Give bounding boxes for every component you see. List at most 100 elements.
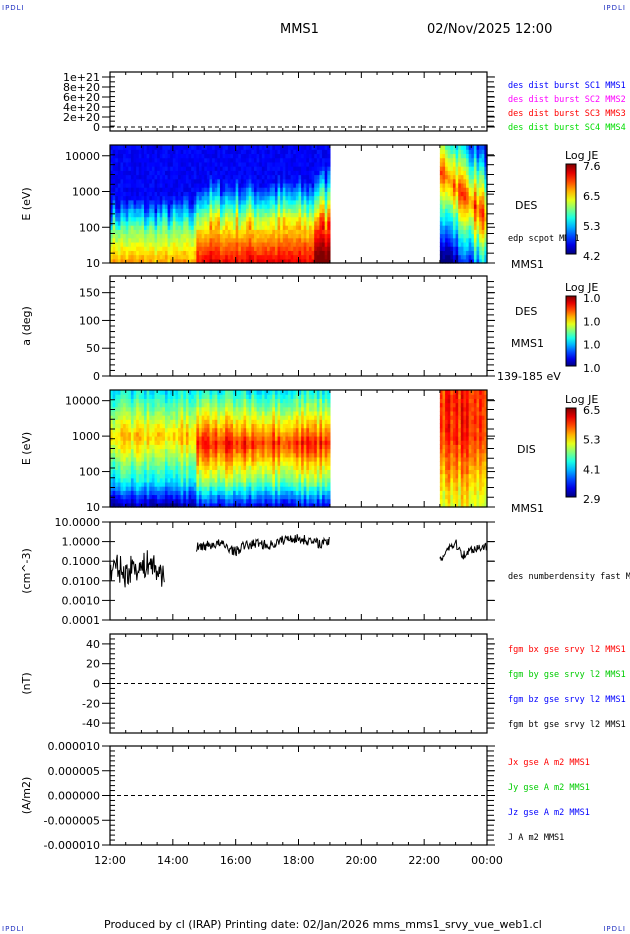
spectrogram-cell bbox=[316, 191, 321, 197]
spectrogram-cell bbox=[235, 258, 239, 264]
spectrogram-cell bbox=[151, 182, 156, 188]
spectrogram-cell bbox=[282, 486, 287, 491]
spectrogram-cell bbox=[267, 502, 271, 508]
spectrogram-cell bbox=[473, 208, 478, 214]
spectrogram-cell bbox=[193, 145, 197, 150]
spectrogram-cell bbox=[144, 465, 148, 470]
spectrogram-cell bbox=[471, 225, 475, 230]
spectrogram-cell bbox=[225, 145, 229, 150]
spectrogram-cell bbox=[308, 195, 313, 201]
spectrogram-cell bbox=[117, 161, 122, 167]
spectrogram-cell bbox=[481, 241, 485, 247]
spectrogram-cell bbox=[199, 502, 203, 508]
spectrogram-cell bbox=[175, 452, 179, 458]
spectrogram-cell bbox=[298, 170, 302, 176]
spectrogram-cell bbox=[191, 199, 195, 205]
spectrogram-cell bbox=[206, 490, 211, 496]
spectrogram-cell bbox=[125, 229, 129, 235]
spectrogram-cell bbox=[484, 195, 488, 201]
spectrogram-cell bbox=[251, 153, 255, 159]
spectrogram-cell bbox=[180, 149, 184, 155]
spectrogram-cell bbox=[238, 199, 242, 205]
spectrogram-cell bbox=[308, 182, 313, 188]
spectrogram-cell bbox=[204, 498, 208, 504]
spectrogram-cell bbox=[110, 233, 114, 239]
spectrogram-cell bbox=[243, 469, 247, 475]
spectrogram-cell bbox=[269, 452, 273, 458]
spectrogram-cell bbox=[164, 182, 169, 188]
spectrogram-cell bbox=[175, 473, 179, 479]
spectrogram-cell bbox=[314, 161, 318, 167]
spectrogram-cell bbox=[172, 490, 177, 496]
spectrogram-cell bbox=[120, 440, 124, 445]
spectrogram-cell bbox=[225, 254, 229, 260]
spectrogram-cell bbox=[214, 174, 218, 180]
spectrogram-cell bbox=[261, 410, 266, 416]
spectrogram-cell bbox=[136, 469, 140, 475]
spectrogram-cell bbox=[253, 250, 258, 256]
spectrogram-cell bbox=[222, 220, 226, 226]
spectrogram-cell bbox=[167, 423, 171, 429]
spectrogram-cell bbox=[162, 254, 166, 260]
spectrogram-cell bbox=[219, 410, 224, 416]
spectrogram-cell bbox=[280, 220, 284, 226]
spectrogram-cell bbox=[473, 216, 478, 222]
spectrogram-cell bbox=[204, 225, 208, 230]
spectrogram-cell bbox=[246, 145, 250, 150]
spectrogram-cell bbox=[204, 153, 208, 159]
spectrogram-cell bbox=[162, 182, 166, 188]
spectrogram-cell bbox=[248, 498, 252, 504]
spectrogram-cell bbox=[159, 473, 163, 479]
spectrogram-cell bbox=[272, 477, 276, 483]
spectrogram-cell bbox=[191, 178, 195, 184]
spectrogram-cell bbox=[144, 258, 148, 264]
spectrogram-cell bbox=[308, 204, 313, 209]
spectrogram-cell bbox=[110, 456, 114, 462]
spectrogram-cell bbox=[141, 191, 145, 197]
spectrogram-cell bbox=[253, 402, 258, 408]
spectrogram-cell bbox=[180, 199, 184, 205]
spectrogram-cell bbox=[162, 456, 166, 462]
spectrogram-cell bbox=[327, 174, 331, 180]
spectrogram-cell bbox=[481, 170, 485, 176]
spectrogram-cell bbox=[219, 502, 224, 508]
spectrogram-cell bbox=[439, 216, 444, 222]
spectrogram-cell bbox=[157, 490, 161, 496]
spectrogram-cell bbox=[233, 502, 237, 508]
spectrogram-cell bbox=[149, 191, 153, 197]
spectrogram-cell bbox=[141, 250, 145, 256]
spectrogram-cell bbox=[227, 220, 232, 226]
spectrogram-cell bbox=[188, 423, 192, 429]
spectrogram-cell bbox=[146, 220, 150, 226]
spectrogram-cell bbox=[246, 456, 250, 462]
spectrogram-cell bbox=[264, 452, 268, 458]
spectrogram-cell bbox=[222, 187, 226, 192]
spectrogram-cell bbox=[471, 237, 475, 243]
spectrogram-cell bbox=[185, 431, 190, 437]
spectrogram-cell bbox=[319, 153, 323, 159]
spectrogram-cell bbox=[460, 191, 465, 197]
spectrogram-cell bbox=[212, 174, 216, 180]
spectrogram-cell bbox=[212, 254, 216, 260]
spectrogram-cell bbox=[301, 254, 305, 260]
spectrogram-cell bbox=[473, 157, 478, 163]
spectrogram-cell bbox=[141, 469, 145, 475]
spectrogram-cell bbox=[130, 229, 135, 235]
spectrogram-cell bbox=[183, 452, 187, 458]
spectrogram-cell bbox=[290, 490, 294, 496]
spectrogram-cell bbox=[219, 233, 224, 239]
spectrogram-cell bbox=[175, 435, 179, 441]
spectrogram-cell bbox=[123, 212, 127, 218]
spectrogram-cell bbox=[222, 415, 226, 420]
spectrogram-cell bbox=[164, 452, 169, 458]
spectrogram-cell bbox=[240, 390, 245, 395]
spectrogram-cell bbox=[225, 229, 229, 235]
spectrogram-cell bbox=[267, 241, 271, 247]
spectrogram-cell bbox=[196, 402, 200, 408]
spectrogram-cell bbox=[274, 225, 279, 230]
spectrogram-cell bbox=[316, 246, 321, 251]
spectrogram-cell bbox=[295, 216, 300, 222]
spectrogram-cell bbox=[460, 157, 465, 163]
corner-logo-bottom-right: IPDLI bbox=[603, 925, 626, 933]
spectrogram-cell bbox=[290, 246, 294, 251]
